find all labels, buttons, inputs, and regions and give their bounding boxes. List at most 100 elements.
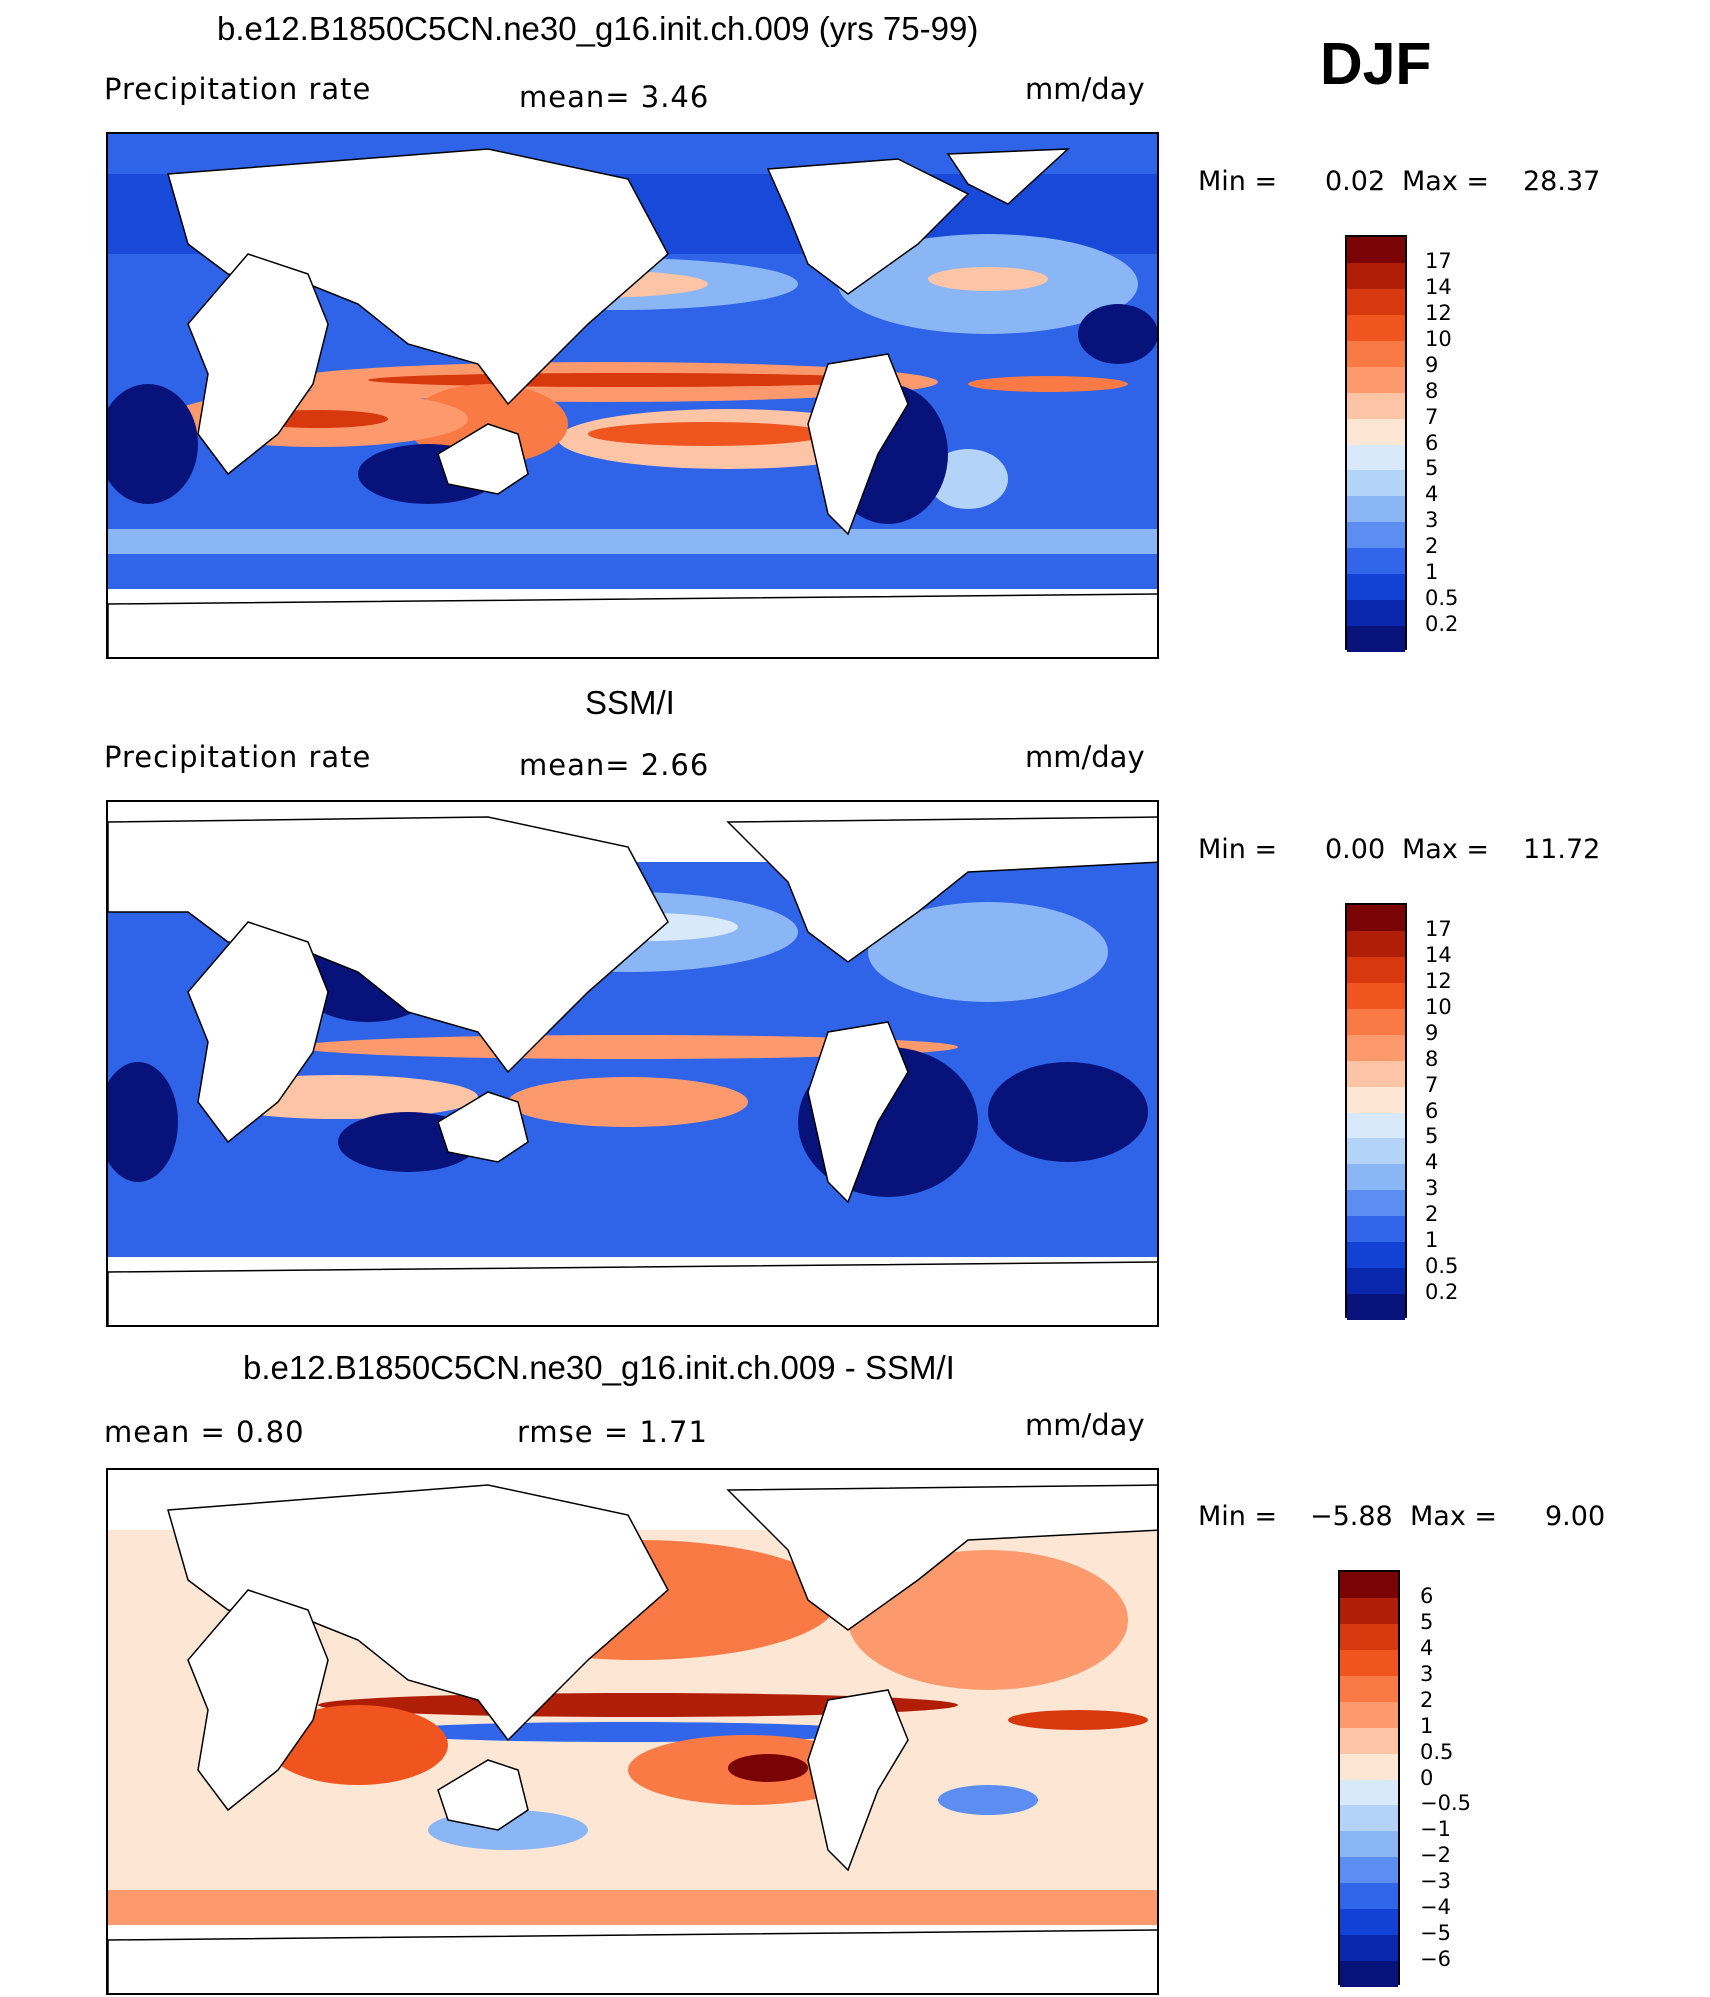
colorbar-swatch (1340, 1961, 1398, 1987)
panel1-max-label: Max = (1402, 166, 1490, 197)
colorbar-label: 17 (1425, 916, 1452, 941)
colorbar-label: 10 (1425, 994, 1452, 1019)
colorbar-label: 1 (1425, 1228, 1439, 1253)
panel2-min-label: Min = (1198, 834, 1278, 865)
colorbar-swatch (1347, 1060, 1405, 1088)
colorbar-label: 9 (1425, 352, 1439, 377)
colorbar-label: −2 (1420, 1843, 1451, 1868)
panel3-min-label: Min = (1198, 1501, 1278, 1532)
colorbar-swatch (1347, 262, 1405, 290)
colorbar-label: 0.5 (1420, 1739, 1454, 1764)
colorbar-swatch (1340, 1753, 1398, 1781)
colorbar-label: 5 (1425, 456, 1439, 481)
colorbar-swatch (1347, 522, 1405, 550)
colorbar-swatch (1347, 1216, 1405, 1244)
colorbar-label: 3 (1425, 1176, 1439, 1201)
colorbar-label: 6 (1425, 430, 1439, 455)
panel2-max-label: Max = (1402, 834, 1490, 865)
panel2-min-value: 0.00 (1325, 834, 1386, 865)
panel2-units: mm/day (1025, 740, 1145, 774)
colorbar-swatch (1347, 548, 1405, 576)
colorbar-swatch (1347, 366, 1405, 394)
colorbar-swatch (1347, 1294, 1405, 1320)
panel3-units: mm/day (1025, 1408, 1145, 1442)
colorbar-label: 7 (1425, 404, 1439, 429)
colorbar-label: 2 (1420, 1687, 1434, 1712)
panel1-min-value: 0.02 (1325, 166, 1386, 197)
colorbar-label: 8 (1425, 1046, 1439, 1071)
colorbar-diff (1338, 1570, 1400, 1987)
colorbar-swatch (1347, 1190, 1405, 1218)
colorbar-swatch (1347, 982, 1405, 1010)
panel1-min-label: Min = (1198, 166, 1278, 197)
colorbar-label: 0.5 (1425, 586, 1459, 611)
colorbar-swatch (1347, 1034, 1405, 1062)
panel2-variable-label: Precipitation rate (104, 740, 372, 774)
panel2-max-value: 11.72 (1523, 834, 1601, 865)
colorbar-swatch (1340, 1727, 1398, 1755)
colorbar-swatch (1347, 340, 1405, 368)
colorbar-label: 1 (1420, 1713, 1434, 1738)
colorbar-label: 5 (1425, 1124, 1439, 1149)
colorbar-label: 14 (1425, 942, 1452, 967)
panel1-mean: mean= 3.46 (519, 80, 710, 114)
colorbar-label: 4 (1425, 482, 1439, 507)
panel3-max-value: 9.00 (1545, 1501, 1606, 1532)
colorbar-swatch (1340, 1857, 1398, 1885)
colorbar-swatch (1347, 418, 1405, 446)
colorbar-swatch (1340, 1909, 1398, 1937)
panel3-rmse: rmse = 1.71 (517, 1415, 708, 1449)
colorbar-label: −3 (1420, 1869, 1451, 1894)
colorbar-swatch (1340, 1805, 1398, 1833)
colorbar-swatch (1347, 1242, 1405, 1270)
colorbar-swatch (1340, 1779, 1398, 1807)
colorbar-label: 6 (1425, 1098, 1439, 1123)
panel1-max-value: 28.37 (1523, 166, 1601, 197)
colorbar-label: 0 (1420, 1765, 1434, 1790)
colorbar-label: 5 (1420, 1609, 1434, 1634)
colorbar-swatch (1340, 1623, 1398, 1651)
colorbar-label: 6 (1420, 1583, 1434, 1608)
colorbar-swatch (1347, 1008, 1405, 1036)
colorbar-label: 1 (1425, 560, 1439, 585)
colorbar-swatch (1347, 1268, 1405, 1296)
colorbar-label: 4 (1420, 1635, 1434, 1660)
colorbar-swatch (1347, 237, 1405, 264)
colorbar-label: −6 (1420, 1947, 1451, 1972)
panel3-max-label: Max = (1410, 1501, 1498, 1532)
colorbar-label: 3 (1425, 508, 1439, 533)
colorbar-label: 3 (1420, 1661, 1434, 1686)
panel2-title: SSM/I (585, 684, 675, 721)
colorbar-swatch (1347, 574, 1405, 602)
colorbar-label: 9 (1425, 1020, 1439, 1045)
colorbar-label: −4 (1420, 1895, 1451, 1920)
colorbar-swatch (1347, 392, 1405, 420)
colorbar-label: 0.2 (1425, 612, 1459, 637)
colorbar-swatch (1347, 600, 1405, 628)
colorbar-label: 8 (1425, 378, 1439, 403)
colorbar-swatch (1347, 470, 1405, 498)
colorbar-label: 2 (1425, 534, 1439, 559)
colorbar-swatch (1347, 626, 1405, 652)
panel3-mean: mean = 0.80 (104, 1415, 305, 1449)
colorbar-label: 14 (1425, 274, 1452, 299)
colorbar-swatch (1347, 444, 1405, 472)
panel1-units: mm/day (1025, 72, 1145, 106)
model-precip-map (106, 132, 1159, 659)
colorbar-swatch (1340, 1935, 1398, 1963)
colorbar-label: 12 (1425, 968, 1452, 993)
colorbar-swatch (1347, 905, 1405, 932)
colorbar-swatch (1340, 1597, 1398, 1625)
colorbar-swatch (1340, 1883, 1398, 1911)
panel1-variable-label: Precipitation rate (104, 72, 372, 106)
colorbar-label: 10 (1425, 326, 1452, 351)
colorbar-swatch (1347, 1138, 1405, 1166)
colorbar-label: 0.5 (1425, 1254, 1459, 1279)
colorbar-swatch (1347, 314, 1405, 342)
colorbar-swatch (1340, 1701, 1398, 1729)
colorbar-label: 17 (1425, 248, 1452, 273)
colorbar-label: 12 (1425, 300, 1452, 325)
season-label: DJF (1320, 31, 1432, 97)
colorbar-label: 4 (1425, 1150, 1439, 1175)
difference-map (106, 1468, 1159, 1995)
